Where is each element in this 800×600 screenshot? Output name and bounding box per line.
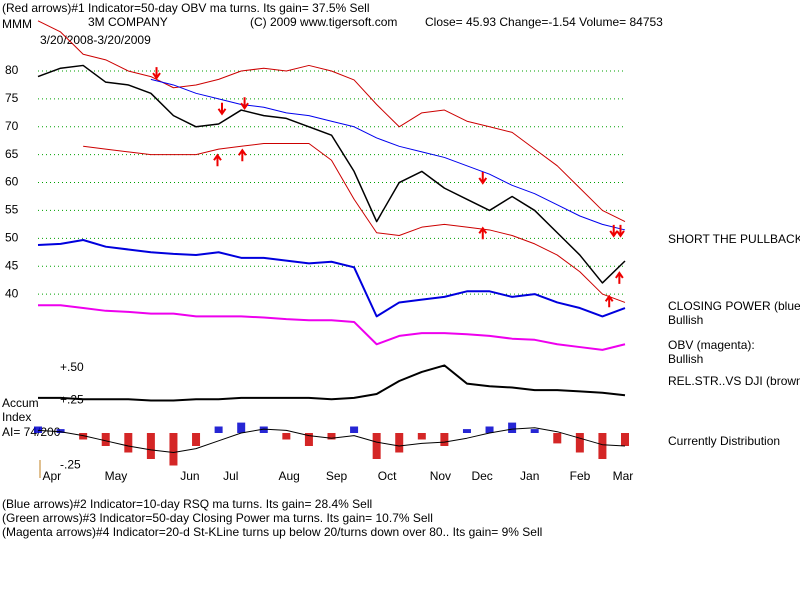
accum-bar bbox=[56, 429, 65, 433]
signal-arrow bbox=[604, 294, 614, 308]
accum-bar bbox=[327, 433, 336, 440]
x-tick-label: Jul bbox=[223, 469, 238, 483]
x-tick-label: Jan bbox=[520, 469, 539, 483]
footer-line: (Blue arrows)#2 Indicator=10-day RSQ ma … bbox=[2, 497, 372, 511]
side-label: SHORT THE PULLBACK bbox=[668, 232, 800, 246]
header-indicator: (Red arrows)#1 Indicator=50-day OBV ma t… bbox=[2, 1, 370, 15]
accum-bar bbox=[575, 433, 584, 453]
y-tick-label: 45 bbox=[5, 258, 19, 272]
y-tick-label: 40 bbox=[5, 286, 19, 300]
accum-bar bbox=[485, 426, 494, 433]
accum-bar bbox=[146, 433, 155, 459]
accum-bar bbox=[101, 433, 110, 446]
y-tick-label: 80 bbox=[5, 63, 19, 77]
quote: Close= 45.93 Change=-1.54 Volume= 84753 bbox=[425, 15, 663, 29]
accum-bar bbox=[282, 433, 291, 440]
series-line bbox=[38, 304, 626, 351]
accum-bar bbox=[79, 433, 88, 440]
accum-bar bbox=[372, 433, 381, 459]
y-tick-label: 50 bbox=[5, 230, 19, 244]
accum-bar bbox=[34, 426, 42, 433]
signal-arrow bbox=[238, 148, 247, 162]
accum-bar bbox=[214, 426, 223, 433]
series-line bbox=[83, 143, 626, 303]
x-tick-label: Oct bbox=[378, 469, 397, 483]
series-line bbox=[37, 238, 626, 318]
y-tick-label: 60 bbox=[5, 175, 19, 189]
accum-bar bbox=[259, 426, 268, 433]
footer-line: (Magenta arrows)#4 Indicator=20-d St-KLi… bbox=[2, 525, 542, 539]
signal-arrow bbox=[478, 226, 488, 240]
y-tick-label: +.50 bbox=[60, 360, 84, 374]
x-tick-label: Mar bbox=[613, 469, 634, 483]
signal-arrow bbox=[615, 271, 624, 284]
x-tick-label: Dec bbox=[471, 469, 492, 483]
accum-bar bbox=[237, 422, 246, 433]
date-range: 3/20/2008-3/20/2009 bbox=[40, 33, 151, 47]
accum-bar bbox=[350, 426, 359, 433]
series-line bbox=[37, 20, 626, 223]
x-tick-label: Feb bbox=[570, 469, 591, 483]
x-tick-label: Nov bbox=[430, 469, 451, 483]
accum-bar bbox=[621, 433, 629, 446]
accum-bar bbox=[124, 433, 133, 453]
accum-bar bbox=[304, 433, 313, 446]
signal-arrow bbox=[152, 67, 161, 80]
accum-bar bbox=[440, 433, 449, 446]
signal-arrow bbox=[240, 97, 249, 110]
y-tick-label: +.25 bbox=[60, 393, 84, 407]
x-tick-label: May bbox=[105, 469, 128, 483]
signal-arrow bbox=[609, 224, 619, 238]
signal-arrow bbox=[217, 102, 227, 116]
signal-arrow bbox=[616, 224, 625, 238]
symbol: MMM bbox=[2, 17, 32, 31]
accum-bar bbox=[530, 429, 539, 433]
y-tick-label: -.25 bbox=[60, 458, 81, 472]
accum-bar bbox=[462, 429, 471, 433]
copyright: (C) 2009 www.tigersoft.com bbox=[250, 15, 397, 29]
accum-bar bbox=[169, 433, 178, 466]
x-tick-label: Aug bbox=[278, 469, 299, 483]
x-tick-label: Sep bbox=[326, 469, 348, 483]
side-label: OBV (magenta): bbox=[668, 338, 755, 352]
y-tick-label: 55 bbox=[5, 203, 19, 217]
accum-bar bbox=[192, 433, 201, 446]
side-label: CLOSING POWER (blue) bbox=[668, 299, 800, 313]
left-label: AI= 74/200 bbox=[2, 425, 61, 439]
accum-bar bbox=[553, 433, 562, 444]
company: 3M COMPANY bbox=[88, 15, 168, 29]
y-tick-label: 75 bbox=[5, 91, 19, 105]
side-label: Bullish bbox=[668, 313, 703, 327]
accum-bar bbox=[395, 433, 404, 453]
side-label: Currently Distribution bbox=[668, 434, 780, 448]
left-label: Index bbox=[2, 410, 31, 424]
series-line bbox=[37, 64, 626, 284]
accum-bar bbox=[417, 433, 426, 440]
side-label: Bullish bbox=[668, 352, 703, 366]
accum-bar bbox=[508, 422, 517, 433]
signal-arrow bbox=[478, 171, 488, 185]
x-tick-label: Jun bbox=[180, 469, 199, 483]
y-tick-label: 70 bbox=[5, 119, 19, 133]
series-line bbox=[150, 78, 626, 231]
signal-arrow bbox=[213, 153, 222, 167]
series-line bbox=[38, 364, 626, 402]
footer-line: (Green arrows)#3 Indicator=50-day Closin… bbox=[2, 511, 433, 525]
y-tick-label: 65 bbox=[5, 147, 19, 161]
accum-bar bbox=[598, 433, 607, 459]
left-label: Accum bbox=[2, 396, 39, 410]
side-label: REL.STR..VS DJI (brown) bbox=[668, 374, 800, 388]
series-line bbox=[37, 427, 626, 453]
x-tick-label: Apr bbox=[43, 469, 62, 483]
